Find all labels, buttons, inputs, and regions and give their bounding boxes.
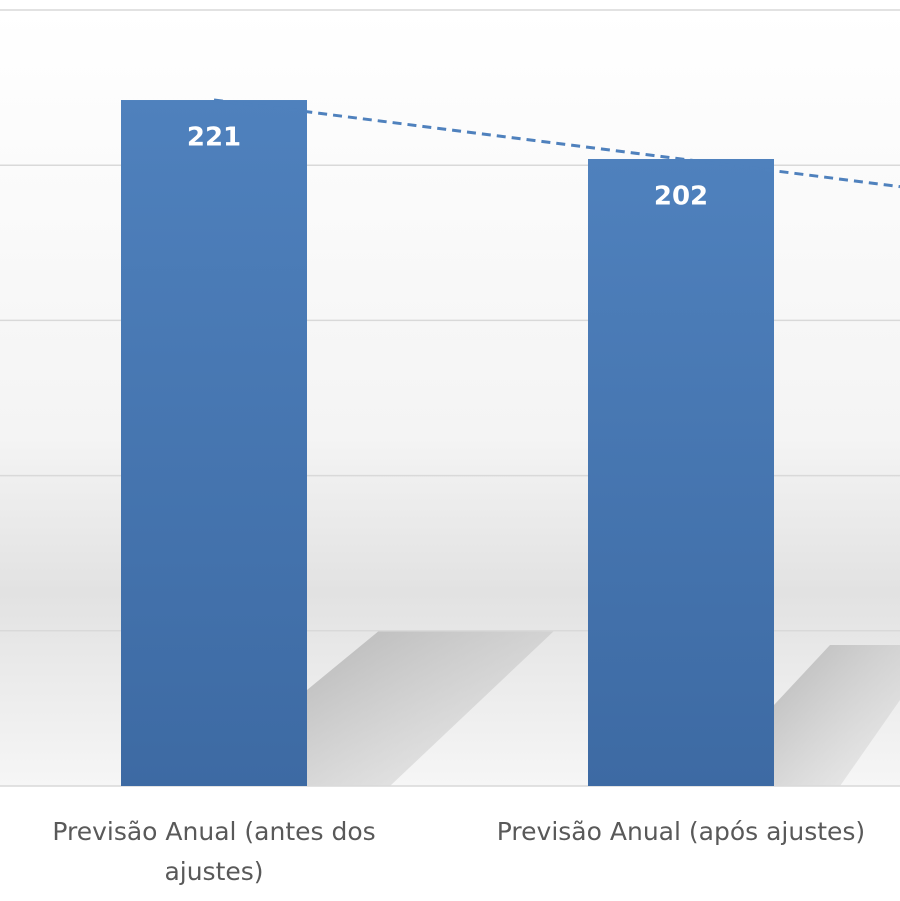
data-label: 221 — [187, 123, 241, 153]
data-label: 202 — [654, 181, 708, 211]
bar — [121, 100, 307, 787]
bar-shadow — [774, 645, 900, 786]
bar — [588, 158, 774, 786]
x-tick-label: Previsão Anual (após ajustes) — [496, 817, 866, 846]
bar-shadow — [307, 630, 555, 786]
trendline — [213, 98, 900, 189]
x-tick-label: Previsão Anual (antes dos ajustes) — [52, 817, 376, 886]
